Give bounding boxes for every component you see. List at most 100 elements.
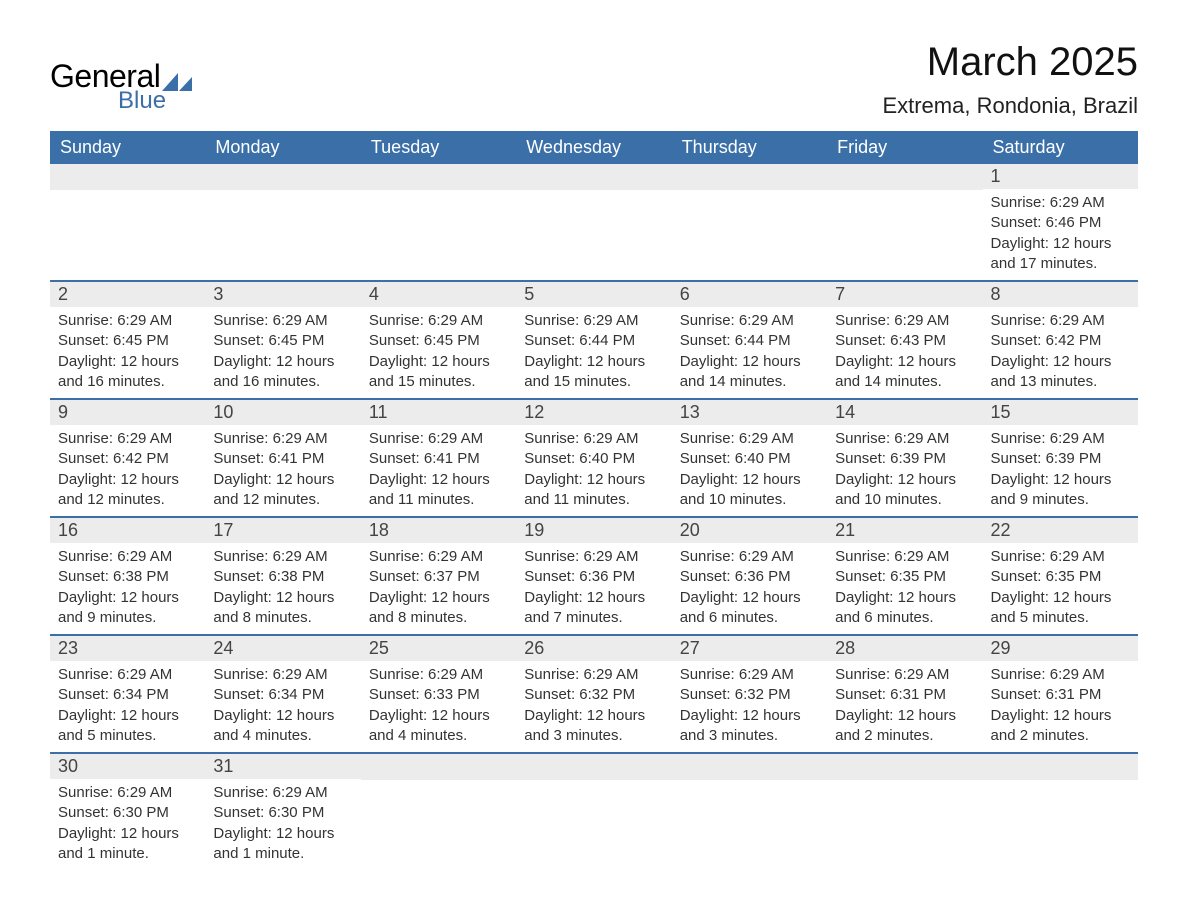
sunrise-text: Sunrise: 6:29 AM xyxy=(58,429,197,449)
calendar-day-cell: 29Sunrise: 6:29 AMSunset: 6:31 PMDayligh… xyxy=(983,635,1138,753)
day-number: 3 xyxy=(205,282,360,307)
calendar-day-cell: 16Sunrise: 6:29 AMSunset: 6:38 PMDayligh… xyxy=(50,517,205,635)
sunset-text: Sunset: 6:45 PM xyxy=(369,331,508,351)
sunset-text: Sunset: 6:42 PM xyxy=(991,331,1130,351)
day-details: Sunrise: 6:29 AMSunset: 6:41 PMDaylight:… xyxy=(205,425,360,516)
day-details: Sunrise: 6:29 AMSunset: 6:39 PMDaylight:… xyxy=(827,425,982,516)
daylight-text: Daylight: 12 hours and 9 minutes. xyxy=(991,470,1130,511)
day-number: 15 xyxy=(983,400,1138,425)
day-number: 24 xyxy=(205,636,360,661)
day-number: 20 xyxy=(672,518,827,543)
daylight-text: Daylight: 12 hours and 14 minutes. xyxy=(835,352,974,393)
day-number: 11 xyxy=(361,400,516,425)
daylight-text: Daylight: 12 hours and 1 minute. xyxy=(58,824,197,865)
daylight-text: Daylight: 12 hours and 4 minutes. xyxy=(213,706,352,747)
sunrise-text: Sunrise: 6:29 AM xyxy=(213,665,352,685)
sunset-text: Sunset: 6:39 PM xyxy=(991,449,1130,469)
day-details xyxy=(516,780,671,850)
daylight-text: Daylight: 12 hours and 11 minutes. xyxy=(369,470,508,511)
sunrise-text: Sunrise: 6:29 AM xyxy=(835,547,974,567)
daylight-text: Daylight: 12 hours and 8 minutes. xyxy=(369,588,508,629)
day-number: 25 xyxy=(361,636,516,661)
calendar-day-cell xyxy=(983,753,1138,870)
calendar-day-cell xyxy=(827,753,982,870)
weekday-header: Tuesday xyxy=(361,131,516,164)
day-details: Sunrise: 6:29 AMSunset: 6:30 PMDaylight:… xyxy=(205,779,360,870)
day-number xyxy=(516,754,671,780)
day-details xyxy=(516,190,671,260)
day-details: Sunrise: 6:29 AMSunset: 6:34 PMDaylight:… xyxy=(50,661,205,752)
calendar-day-cell: 9Sunrise: 6:29 AMSunset: 6:42 PMDaylight… xyxy=(50,399,205,517)
day-details: Sunrise: 6:29 AMSunset: 6:40 PMDaylight:… xyxy=(516,425,671,516)
sunset-text: Sunset: 6:38 PM xyxy=(58,567,197,587)
daylight-text: Daylight: 12 hours and 2 minutes. xyxy=(835,706,974,747)
calendar-week-row: 2Sunrise: 6:29 AMSunset: 6:45 PMDaylight… xyxy=(50,281,1138,399)
sunset-text: Sunset: 6:35 PM xyxy=(835,567,974,587)
daylight-text: Daylight: 12 hours and 17 minutes. xyxy=(991,234,1130,275)
day-details: Sunrise: 6:29 AMSunset: 6:33 PMDaylight:… xyxy=(361,661,516,752)
calendar-day-cell xyxy=(361,164,516,281)
location-subtitle: Extrema, Rondonia, Brazil xyxy=(882,93,1138,119)
calendar-day-cell: 30Sunrise: 6:29 AMSunset: 6:30 PMDayligh… xyxy=(50,753,205,870)
day-details: Sunrise: 6:29 AMSunset: 6:42 PMDaylight:… xyxy=(983,307,1138,398)
sunset-text: Sunset: 6:40 PM xyxy=(524,449,663,469)
daylight-text: Daylight: 12 hours and 15 minutes. xyxy=(369,352,508,393)
calendar-day-cell: 14Sunrise: 6:29 AMSunset: 6:39 PMDayligh… xyxy=(827,399,982,517)
day-details: Sunrise: 6:29 AMSunset: 6:31 PMDaylight:… xyxy=(827,661,982,752)
day-number: 5 xyxy=(516,282,671,307)
calendar-day-cell xyxy=(672,753,827,870)
calendar-day-cell xyxy=(50,164,205,281)
sunrise-text: Sunrise: 6:29 AM xyxy=(369,311,508,331)
daylight-text: Daylight: 12 hours and 2 minutes. xyxy=(991,706,1130,747)
weekday-header: Monday xyxy=(205,131,360,164)
day-number: 6 xyxy=(672,282,827,307)
daylight-text: Daylight: 12 hours and 6 minutes. xyxy=(835,588,974,629)
day-details: Sunrise: 6:29 AMSunset: 6:38 PMDaylight:… xyxy=(50,543,205,634)
day-number: 16 xyxy=(50,518,205,543)
day-number xyxy=(827,164,982,190)
sunrise-text: Sunrise: 6:29 AM xyxy=(213,429,352,449)
day-number: 19 xyxy=(516,518,671,543)
calendar-day-cell: 20Sunrise: 6:29 AMSunset: 6:36 PMDayligh… xyxy=(672,517,827,635)
weekday-header: Friday xyxy=(827,131,982,164)
calendar-day-cell: 22Sunrise: 6:29 AMSunset: 6:35 PMDayligh… xyxy=(983,517,1138,635)
day-details: Sunrise: 6:29 AMSunset: 6:36 PMDaylight:… xyxy=(672,543,827,634)
sunrise-text: Sunrise: 6:29 AM xyxy=(58,311,197,331)
day-number: 27 xyxy=(672,636,827,661)
day-number: 1 xyxy=(983,164,1138,189)
sunrise-text: Sunrise: 6:29 AM xyxy=(835,665,974,685)
day-details: Sunrise: 6:29 AMSunset: 6:34 PMDaylight:… xyxy=(205,661,360,752)
calendar-day-cell: 21Sunrise: 6:29 AMSunset: 6:35 PMDayligh… xyxy=(827,517,982,635)
sunset-text: Sunset: 6:30 PM xyxy=(213,803,352,823)
day-details: Sunrise: 6:29 AMSunset: 6:45 PMDaylight:… xyxy=(50,307,205,398)
sunset-text: Sunset: 6:40 PM xyxy=(680,449,819,469)
day-number: 17 xyxy=(205,518,360,543)
sunrise-text: Sunrise: 6:29 AM xyxy=(835,429,974,449)
day-details: Sunrise: 6:29 AMSunset: 6:35 PMDaylight:… xyxy=(983,543,1138,634)
day-number: 10 xyxy=(205,400,360,425)
calendar-day-cell: 17Sunrise: 6:29 AMSunset: 6:38 PMDayligh… xyxy=(205,517,360,635)
daylight-text: Daylight: 12 hours and 5 minutes. xyxy=(58,706,197,747)
sunrise-text: Sunrise: 6:29 AM xyxy=(680,429,819,449)
day-details: Sunrise: 6:29 AMSunset: 6:30 PMDaylight:… xyxy=(50,779,205,870)
logo-mark-icon xyxy=(162,69,192,91)
calendar-day-cell: 10Sunrise: 6:29 AMSunset: 6:41 PMDayligh… xyxy=(205,399,360,517)
day-number: 7 xyxy=(827,282,982,307)
daylight-text: Daylight: 12 hours and 16 minutes. xyxy=(58,352,197,393)
sunrise-text: Sunrise: 6:29 AM xyxy=(835,311,974,331)
daylight-text: Daylight: 12 hours and 3 minutes. xyxy=(524,706,663,747)
day-details xyxy=(827,780,982,850)
day-number: 18 xyxy=(361,518,516,543)
day-number: 22 xyxy=(983,518,1138,543)
daylight-text: Daylight: 12 hours and 8 minutes. xyxy=(213,588,352,629)
weekday-header: Sunday xyxy=(50,131,205,164)
daylight-text: Daylight: 12 hours and 12 minutes. xyxy=(58,470,197,511)
sunrise-text: Sunrise: 6:29 AM xyxy=(991,311,1130,331)
sunset-text: Sunset: 6:31 PM xyxy=(835,685,974,705)
weekday-header: Thursday xyxy=(672,131,827,164)
day-details xyxy=(361,190,516,260)
calendar-day-cell: 15Sunrise: 6:29 AMSunset: 6:39 PMDayligh… xyxy=(983,399,1138,517)
day-details: Sunrise: 6:29 AMSunset: 6:32 PMDaylight:… xyxy=(516,661,671,752)
calendar-day-cell: 1Sunrise: 6:29 AMSunset: 6:46 PMDaylight… xyxy=(983,164,1138,281)
day-details: Sunrise: 6:29 AMSunset: 6:45 PMDaylight:… xyxy=(361,307,516,398)
